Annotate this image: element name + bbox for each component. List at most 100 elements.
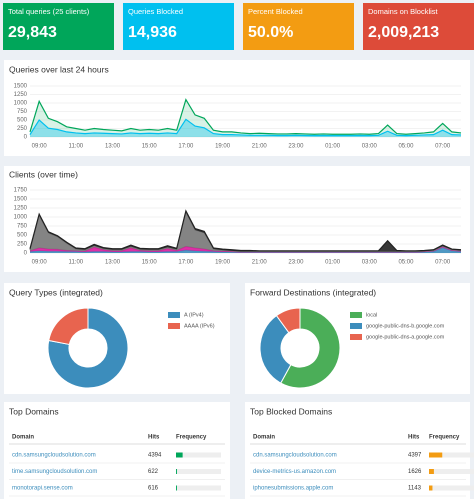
x-tick-label: 11:00 <box>69 260 84 266</box>
x-tick-label: 01:00 <box>325 144 341 150</box>
stat-title: Percent Blocked <box>248 7 303 16</box>
x-tick-label: 19:00 <box>215 144 231 150</box>
x-tick-label: 01:00 <box>325 260 341 266</box>
legend-label: local <box>366 312 377 318</box>
frequency-bar <box>429 485 433 491</box>
y-tick-label: 1500 <box>14 84 28 90</box>
column-header: Hits <box>148 435 160 441</box>
legend-swatch <box>350 323 362 329</box>
y-tick-label: 500 <box>17 233 28 239</box>
y-tick-label: 750 <box>17 109 28 115</box>
donut-slice <box>47 307 129 389</box>
y-tick-label: 1500 <box>14 197 28 203</box>
legend-swatch <box>350 334 362 340</box>
y-tick-label: 0 <box>24 135 28 141</box>
frequency-track <box>176 452 221 458</box>
stat-box <box>363 3 474 50</box>
x-tick-label: 13:00 <box>105 260 121 266</box>
x-tick-label: 13:00 <box>105 144 121 150</box>
frequency-track <box>429 469 474 474</box>
line <box>29 98 462 135</box>
legend-swatch <box>168 312 180 318</box>
chart-title: Clients (over time) <box>9 169 78 179</box>
legend-label: A (IPv4) <box>184 312 204 318</box>
x-tick-label: 07:00 <box>435 144 451 150</box>
domain-link[interactable]: cdn.samsungcloudsolution.com <box>12 453 96 459</box>
x-tick-label: 09:00 <box>32 144 48 150</box>
panel <box>4 60 470 156</box>
stat-title: Domains on Blocklist <box>368 7 439 16</box>
hits: 1626 <box>408 469 422 475</box>
y-tick-label: 1250 <box>14 206 28 212</box>
legend-label: google-public-dns-a.google.com <box>366 334 445 340</box>
stat-title: Total queries (25 clients) <box>8 7 90 16</box>
x-tick-label: 21:00 <box>252 144 268 150</box>
y-tick-label: 1750 <box>14 188 28 194</box>
x-tick-label: 15:00 <box>142 260 158 266</box>
stat-box <box>123 3 234 50</box>
y-tick-label: 1250 <box>14 92 28 98</box>
line <box>29 209 462 252</box>
stat-box <box>3 3 114 50</box>
y-tick-label: 500 <box>17 118 28 124</box>
x-tick-label: 23:00 <box>288 260 304 266</box>
x-tick-label: 21:00 <box>252 260 268 266</box>
column-header: Domain <box>12 435 34 441</box>
x-tick-label: 15:00 <box>142 144 158 150</box>
frequency-bar <box>176 485 177 491</box>
hits: 1143 <box>408 486 422 492</box>
chart-title: Queries over last 24 hours <box>9 64 109 74</box>
frequency-track <box>429 452 474 458</box>
domain-link[interactable]: time.samsungcloudsolution.com <box>12 469 97 475</box>
area <box>30 246 461 253</box>
hits: 4397 <box>408 453 422 459</box>
stat-value: 29,843 <box>8 24 57 41</box>
x-tick-label: 03:00 <box>362 144 378 150</box>
chart-title: Forward Destinations (integrated) <box>250 287 376 297</box>
column-header: Frequency <box>176 435 207 441</box>
domain-link[interactable]: monotorapi.sense.com <box>12 486 73 492</box>
legend-label: google-public-dns-b.google.com <box>366 323 445 329</box>
stat-title: Queries Blocked <box>128 7 183 16</box>
x-tick-label: 17:00 <box>178 260 194 266</box>
frequency-bar <box>429 452 443 458</box>
hits: 616 <box>148 486 159 492</box>
x-tick-label: 11:00 <box>69 144 84 150</box>
hits: 4394 <box>148 453 162 459</box>
chart-title: Query Types (integrated) <box>9 287 103 297</box>
x-tick-label: 07:00 <box>435 260 451 266</box>
panel <box>4 166 470 272</box>
x-tick-label: 09:00 <box>32 260 48 266</box>
y-tick-label: 1000 <box>14 215 28 221</box>
frequency-bar <box>176 469 177 474</box>
column-header: Frequency <box>429 435 460 441</box>
line <box>29 118 462 137</box>
y-tick-label: 0 <box>24 251 28 257</box>
y-tick-label: 1000 <box>14 101 28 107</box>
y-tick-label: 250 <box>17 242 28 248</box>
hits: 622 <box>148 469 159 475</box>
panel <box>4 402 230 499</box>
frequency-track <box>429 485 474 491</box>
donut-slice <box>259 314 292 384</box>
domain-link[interactable]: cdn.samsungcloudsolution.com <box>253 453 337 459</box>
frequency-track <box>176 485 221 491</box>
y-tick-label: 750 <box>17 224 28 230</box>
domain-link[interactable]: device-metrics-us.amazon.com <box>253 469 336 475</box>
domain-link[interactable]: iphonesubmissions.apple.com <box>253 486 333 492</box>
x-tick-label: 17:00 <box>178 144 194 150</box>
y-tick-label: 250 <box>17 126 28 132</box>
stat-box <box>243 3 354 50</box>
column-header: Domain <box>253 435 275 441</box>
stat-value: 50.0% <box>248 24 293 41</box>
x-tick-label: 03:00 <box>362 260 378 266</box>
area <box>30 99 461 137</box>
x-tick-label: 05:00 <box>398 144 414 150</box>
column-header: Hits <box>408 435 420 441</box>
stat-value: 14,936 <box>128 24 177 41</box>
x-tick-label: 23:00 <box>288 144 304 150</box>
stat-value: 2,009,213 <box>368 24 439 41</box>
legend-swatch <box>350 312 362 318</box>
legend-swatch <box>168 323 180 329</box>
